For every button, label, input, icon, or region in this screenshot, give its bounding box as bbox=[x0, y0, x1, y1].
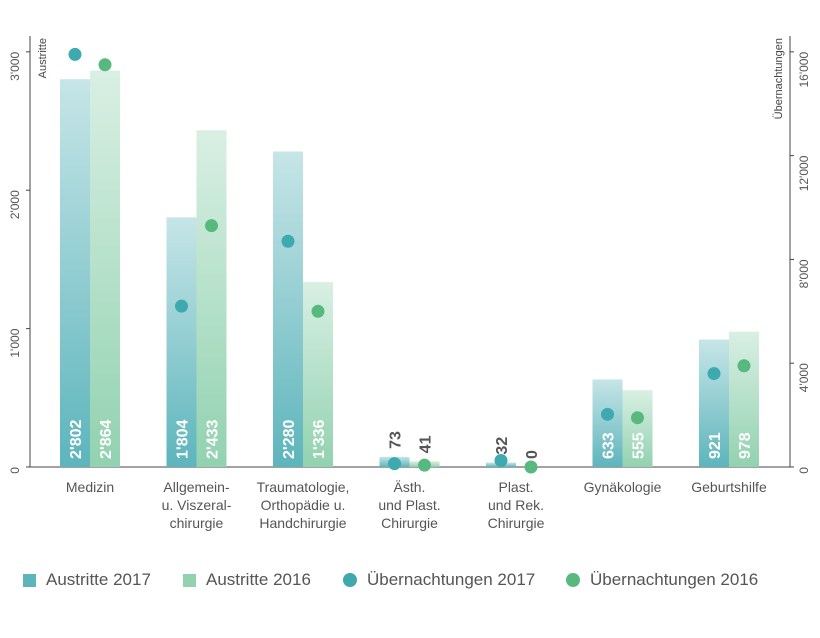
dot-point bbox=[631, 411, 644, 425]
category-label-line: Gynäkologie bbox=[584, 479, 662, 495]
bar-value-label: 0 bbox=[524, 450, 541, 459]
left-tick-label: 0 bbox=[8, 467, 22, 474]
legend-label: Austritte 2016 bbox=[206, 570, 311, 589]
legend-swatch bbox=[23, 573, 36, 587]
legend-label: Übernachtungen 2017 bbox=[367, 570, 536, 589]
left-tick-label: 1'000 bbox=[8, 328, 22, 357]
legend-item-austritte-2016: Austritte 2016 bbox=[183, 570, 311, 590]
legend-swatch bbox=[343, 573, 357, 587]
bar-value-label: 2'864 bbox=[98, 420, 115, 460]
bar-value-label: 41 bbox=[418, 435, 435, 453]
bar-value-label: 978 bbox=[737, 432, 754, 459]
legend-swatch bbox=[183, 573, 196, 587]
bar-value-label: 2'280 bbox=[281, 420, 298, 460]
bar-value-label: 1'804 bbox=[175, 420, 192, 460]
bar-value-label: 32 bbox=[494, 437, 511, 455]
dot-point bbox=[205, 219, 218, 233]
category-label-line: und Plast. bbox=[378, 497, 440, 513]
category-label-line: Chirurgie bbox=[381, 515, 438, 531]
left-axis-title: Austritte bbox=[37, 38, 49, 78]
category-label-line: chirurgie bbox=[170, 515, 224, 531]
dot-point bbox=[601, 407, 614, 421]
dot-point bbox=[737, 359, 751, 373]
bar bbox=[622, 390, 653, 467]
category-label-line: Allgemein- bbox=[163, 479, 229, 495]
category-label-line: Chirurgie bbox=[488, 515, 545, 531]
bar bbox=[60, 79, 90, 468]
legend: Austritte 2017 Austritte 2016 Übernachtu… bbox=[0, 566, 820, 596]
bar bbox=[699, 339, 729, 467]
dot-point bbox=[98, 58, 112, 72]
legend-label: Austritte 2017 bbox=[46, 570, 151, 589]
bar-value-label: 921 bbox=[707, 432, 724, 459]
bar-value-label: 2'802 bbox=[68, 420, 85, 460]
dot-point bbox=[388, 457, 401, 471]
legend-swatch bbox=[566, 573, 580, 587]
bar bbox=[166, 217, 197, 467]
category-label-line: Orthopädie u. bbox=[261, 497, 346, 513]
category-label-line: Handchirurgie bbox=[259, 515, 346, 531]
legend-item-austritte-2017: Austritte 2017 bbox=[23, 570, 151, 590]
dot-point bbox=[418, 458, 431, 472]
category-label: Gynäkologie bbox=[584, 479, 662, 495]
right-tick-label: 0 bbox=[797, 467, 811, 474]
category-label: Plast. und Rek. Chirurgie bbox=[488, 479, 545, 531]
category-label-line: und Rek. bbox=[488, 497, 544, 513]
category-label: Allgemein-u. Viszeral-chirurgie bbox=[162, 479, 232, 531]
bar-value-label: 73 bbox=[388, 431, 405, 449]
bar-value-label: 1'336 bbox=[311, 420, 328, 460]
bar bbox=[592, 379, 623, 467]
right-tick-label: 16'000 bbox=[797, 52, 811, 88]
category-label: Ästh. und Plast. Chirurgie bbox=[378, 479, 440, 531]
right-axis-title: Übernachtungen bbox=[773, 38, 785, 119]
category-label-line: Ästh. bbox=[394, 479, 426, 495]
left-tick-label: 3'000 bbox=[8, 52, 22, 81]
dot-point bbox=[68, 47, 82, 61]
category-label: Medizin bbox=[66, 479, 114, 495]
legend-label: Übernachtungen 2016 bbox=[590, 570, 759, 589]
legend-item-uebernachtungen-2017: Übernachtungen 2017 bbox=[343, 570, 535, 590]
bar bbox=[90, 70, 120, 467]
category-label-line: Plast. bbox=[498, 479, 533, 495]
bar bbox=[196, 130, 227, 467]
right-tick-label: 12'000 bbox=[797, 155, 811, 191]
bar-value-label: 555 bbox=[631, 432, 648, 459]
bar bbox=[273, 151, 303, 467]
dot-point bbox=[494, 454, 508, 468]
legend-item-uebernachtungen-2016: Übernachtungen 2016 bbox=[566, 570, 758, 590]
category-label-line: u. Viszeral- bbox=[162, 497, 232, 513]
category-label-line: Medizin bbox=[66, 479, 114, 495]
category-label: Traumatologie, Orthopädie u. Handchirurgie bbox=[257, 479, 350, 531]
dot-point bbox=[175, 299, 188, 313]
dot-point bbox=[281, 234, 295, 248]
bar-value-label: 633 bbox=[601, 432, 618, 459]
category-label: Geburtshilfe bbox=[691, 479, 767, 495]
bar bbox=[729, 331, 759, 467]
dot-point bbox=[311, 304, 325, 318]
dot-point bbox=[524, 460, 538, 474]
right-tick-label: 8'000 bbox=[797, 259, 811, 288]
category-label-line: Geburtshilfe bbox=[691, 479, 767, 495]
bar-value-label: 2'433 bbox=[205, 420, 222, 460]
right-tick-label: 4'000 bbox=[797, 363, 811, 392]
left-tick-label: 2'000 bbox=[8, 190, 22, 219]
category-label-line: Traumatologie, bbox=[257, 479, 350, 495]
dot-point bbox=[707, 367, 721, 381]
